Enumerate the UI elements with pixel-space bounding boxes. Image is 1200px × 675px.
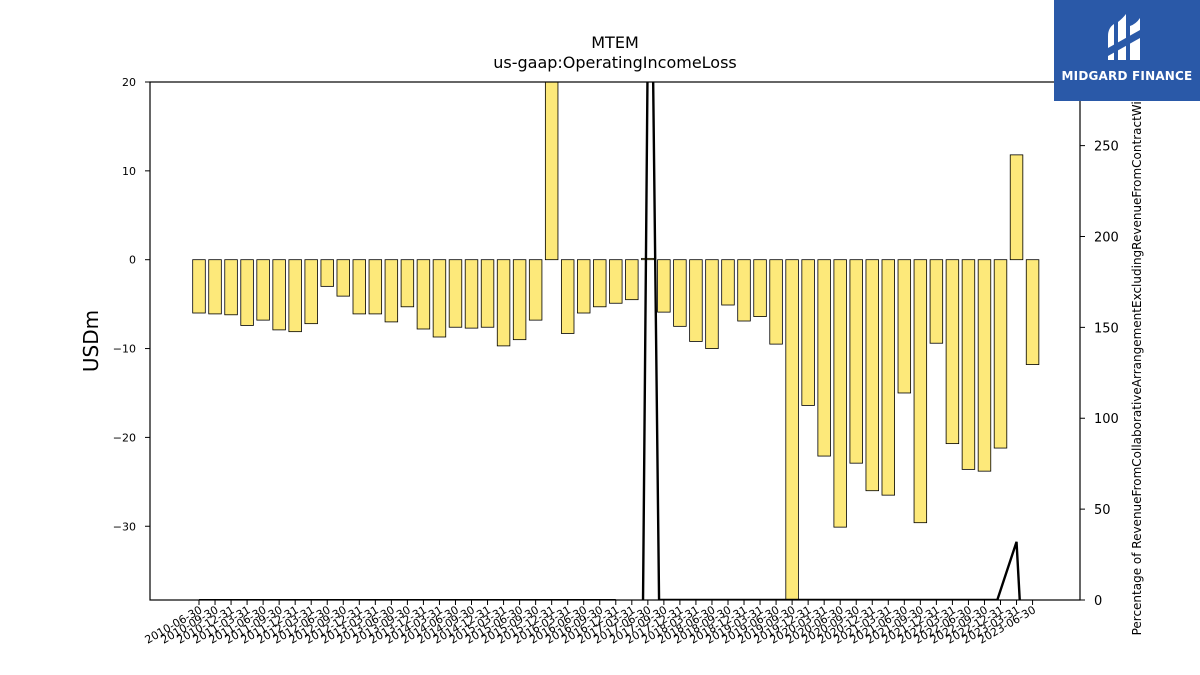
bar: [689, 259, 703, 342]
bar: [577, 259, 591, 314]
y2-axis-ticks: 250 200 150 100 50 0: [1080, 140, 1119, 609]
bar: [496, 259, 511, 347]
y2-tick-label: 250: [1094, 140, 1119, 155]
bar: [528, 259, 543, 321]
chart-subtitle: us-gaap:OperatingIncomeLoss: [493, 53, 737, 72]
bar: [320, 259, 334, 287]
bar: [480, 259, 495, 328]
bar: [1009, 154, 1024, 261]
bar: [352, 259, 367, 315]
bar: [769, 259, 783, 345]
y2-tick-label: 0: [1094, 594, 1102, 609]
bar: [464, 259, 479, 329]
bar: [929, 259, 944, 344]
bar: [192, 259, 206, 314]
y-tick-label: 0: [129, 254, 136, 267]
bar: [785, 259, 799, 600]
bar: [593, 259, 607, 308]
bar: [961, 259, 976, 470]
bar: [673, 259, 687, 327]
bar: [368, 259, 383, 315]
bar: [897, 259, 912, 394]
y-tick-label: −20: [113, 431, 136, 444]
bar: [336, 259, 350, 297]
bar: [753, 259, 767, 317]
bar: [272, 259, 286, 331]
chart-title: MTEM: [591, 33, 639, 52]
bar: [448, 259, 463, 328]
plot-frame: [149, 81, 1081, 601]
bar: [817, 259, 831, 457]
y2-tick-label: 50: [1094, 503, 1111, 518]
y-tick-label: 10: [122, 165, 136, 178]
brand-logo-text: MIDGARD FINANCE: [1061, 69, 1193, 83]
bar: [993, 259, 1008, 449]
bar: [705, 259, 719, 349]
brand-logo: MIDGARD FINANCE: [1054, 0, 1200, 101]
bar: [977, 259, 992, 472]
line-series: [199, 82, 1021, 600]
y-axis-label: USDm: [79, 310, 103, 372]
y-axis-ticks: 20 10 0 −10 −20 −30: [113, 76, 150, 533]
bar: [913, 259, 928, 524]
y-tick-label: −30: [113, 520, 136, 533]
y2-tick-label: 100: [1094, 412, 1119, 427]
midgard-logo-icon: [1108, 14, 1140, 60]
y-tick-label: 20: [122, 76, 136, 89]
bar: [945, 259, 960, 445]
bar: [625, 259, 639, 301]
y2-tick-label: 200: [1094, 230, 1119, 245]
bar: [240, 259, 254, 326]
y2-tick-label: 150: [1094, 321, 1119, 336]
bar: [224, 259, 238, 316]
bar: [208, 259, 222, 315]
bar: [560, 259, 575, 334]
bar: [737, 259, 751, 322]
bar: [512, 259, 527, 341]
y2-axis-label: Percentage of RevenueFromCollaborativeAr…: [1130, 96, 1144, 635]
y-tick-label: −10: [113, 343, 136, 356]
bar-series: [192, 82, 1040, 600]
bar: [657, 259, 671, 313]
x-axis-ticks: 2010-06-302010-09-302010-12-312011-03-31…: [143, 600, 1038, 647]
bar: [544, 82, 559, 261]
bar: [256, 259, 270, 321]
bar: [288, 259, 302, 333]
bar: [833, 259, 847, 528]
bar: [641, 257, 655, 261]
bar: [609, 259, 623, 304]
bar: [881, 259, 895, 496]
bar: [432, 259, 447, 338]
bar: [384, 259, 399, 323]
axes: [149, 81, 1081, 601]
bar: [721, 259, 735, 306]
bar: [304, 259, 318, 325]
bar: [865, 259, 879, 492]
bar: [1025, 259, 1040, 365]
bar: [416, 259, 431, 330]
bar: [849, 259, 863, 464]
bar: [801, 259, 815, 406]
bar: [400, 259, 415, 308]
